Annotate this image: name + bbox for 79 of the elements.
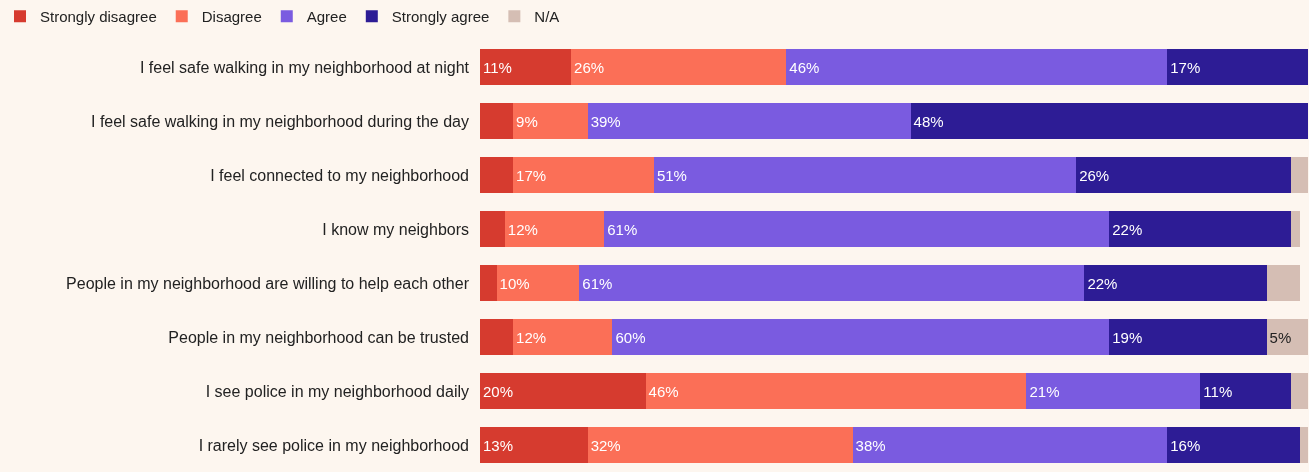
data-label: 11%	[483, 58, 512, 76]
bar	[852, 427, 1168, 463]
data-label: 21%	[1029, 382, 1060, 400]
bar	[612, 319, 1110, 355]
bar	[480, 373, 646, 409]
legend-label: Strongly agree	[391, 8, 490, 26]
data-label: 39%	[590, 112, 621, 130]
data-label: 12%	[507, 220, 538, 238]
y-tick-label: I feel safe walking in my neighborhood during the day	[90, 112, 469, 130]
data-label: 22%	[1087, 274, 1118, 292]
bar	[1200, 373, 1292, 409]
bar	[579, 265, 1085, 301]
bar	[587, 427, 853, 463]
data-label: 20%	[483, 382, 514, 400]
data-label: 11%	[1203, 382, 1233, 400]
data-label: 61%	[582, 274, 613, 292]
bar	[480, 103, 514, 139]
bar	[1167, 49, 1308, 85]
data-label: 26%	[1079, 166, 1110, 184]
bar	[1291, 373, 1308, 409]
bar	[1167, 427, 1300, 463]
data-label: 10%	[499, 274, 530, 292]
bar	[480, 49, 572, 85]
bar	[1266, 265, 1300, 301]
y-tick-label: I rarely see police in my neighborhood	[198, 436, 469, 454]
bar	[513, 319, 613, 355]
bar	[604, 211, 1110, 247]
legend-label: Strongly disagree	[40, 8, 157, 26]
data-label: 12%	[516, 328, 547, 346]
y-tick-label: I know my neighbors	[322, 220, 469, 238]
data-label: 60%	[615, 328, 646, 346]
data-label: 17%	[516, 166, 547, 184]
data-label: 17%	[1170, 58, 1201, 76]
bar	[1291, 211, 1300, 247]
data-label: 61%	[607, 220, 638, 238]
bar	[513, 103, 588, 139]
y-tick-label: I feel safe walking in my neighborhood at night	[139, 58, 470, 76]
bar	[645, 373, 1027, 409]
data-label: 13%	[483, 436, 514, 454]
y-tick-label: People in my neighborhood can be trusted	[168, 328, 469, 346]
bar	[480, 427, 588, 463]
data-label: 46%	[789, 58, 820, 76]
bar	[786, 49, 1168, 85]
bar	[513, 157, 654, 193]
bar	[653, 157, 1077, 193]
data-label: 19%	[1112, 328, 1143, 346]
bar	[504, 211, 605, 247]
bar	[1266, 319, 1308, 355]
bar	[1076, 157, 1292, 193]
bar	[496, 265, 580, 301]
legend-label: Agree	[306, 8, 347, 26]
bar	[1109, 211, 1292, 247]
bar	[910, 103, 1308, 139]
y-tick-label: People in my neighborhood are willing to help each other	[66, 274, 470, 292]
bar	[480, 157, 514, 193]
bar	[587, 103, 911, 139]
bar	[1109, 319, 1267, 355]
bar	[480, 211, 505, 247]
data-label: 22%	[1112, 220, 1143, 238]
bar	[1291, 157, 1308, 193]
bar	[1299, 427, 1308, 463]
data-label: 9%	[516, 112, 538, 130]
data-label: 5%	[1269, 328, 1292, 346]
legend-label: N/A	[534, 8, 560, 26]
data-label: 38%	[855, 436, 886, 454]
data-label: 46%	[648, 382, 679, 400]
legend-label: Disagree	[201, 8, 262, 26]
bar	[1084, 265, 1267, 301]
y-tick-label: I feel connected to my neighborhood	[210, 166, 469, 184]
data-label: 48%	[913, 112, 944, 130]
data-label: 26%	[574, 58, 605, 76]
bar	[480, 319, 514, 355]
bar	[571, 49, 787, 85]
data-label: 32%	[590, 436, 621, 454]
bar	[1026, 373, 1201, 409]
y-tick-label: I see police in my neighborhood daily	[205, 382, 469, 400]
data-label: 51%	[656, 166, 687, 184]
bar	[480, 265, 497, 301]
data-label: 16%	[1170, 436, 1201, 454]
